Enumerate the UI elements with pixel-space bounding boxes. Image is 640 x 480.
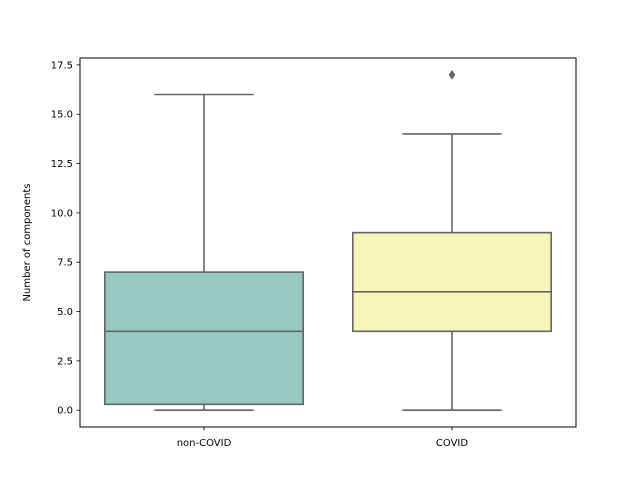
y-tick-label: 0.0 bbox=[57, 406, 73, 417]
y-tick-label: 7.5 bbox=[57, 258, 73, 269]
y-tick-label: 5.0 bbox=[57, 307, 73, 318]
y-tick-label: 17.5 bbox=[51, 60, 73, 71]
outlier-point bbox=[448, 69, 456, 80]
x-tick-label: COVID bbox=[436, 438, 468, 449]
box-group-non-covid bbox=[104, 93, 304, 412]
y-tick-label: 12.5 bbox=[51, 159, 73, 170]
iqr-box bbox=[104, 271, 304, 406]
y-axis: 0.0 2.5 5.0 7.5 10.0 12.5 15.0 17.5 bbox=[51, 60, 80, 417]
y-tick-label: 10.0 bbox=[51, 208, 73, 219]
plot-frame bbox=[79, 57, 577, 428]
y-tick-label: 15.0 bbox=[51, 110, 73, 121]
y-tick-label: 2.5 bbox=[57, 356, 73, 367]
iqr-box bbox=[351, 231, 552, 333]
x-axis: non-COVID COVID bbox=[177, 427, 468, 449]
y-axis-label: Number of components bbox=[22, 184, 33, 302]
x-tick-label: non-COVID bbox=[177, 438, 232, 449]
boxes-layer bbox=[104, 69, 552, 412]
box-group-covid bbox=[351, 69, 552, 412]
